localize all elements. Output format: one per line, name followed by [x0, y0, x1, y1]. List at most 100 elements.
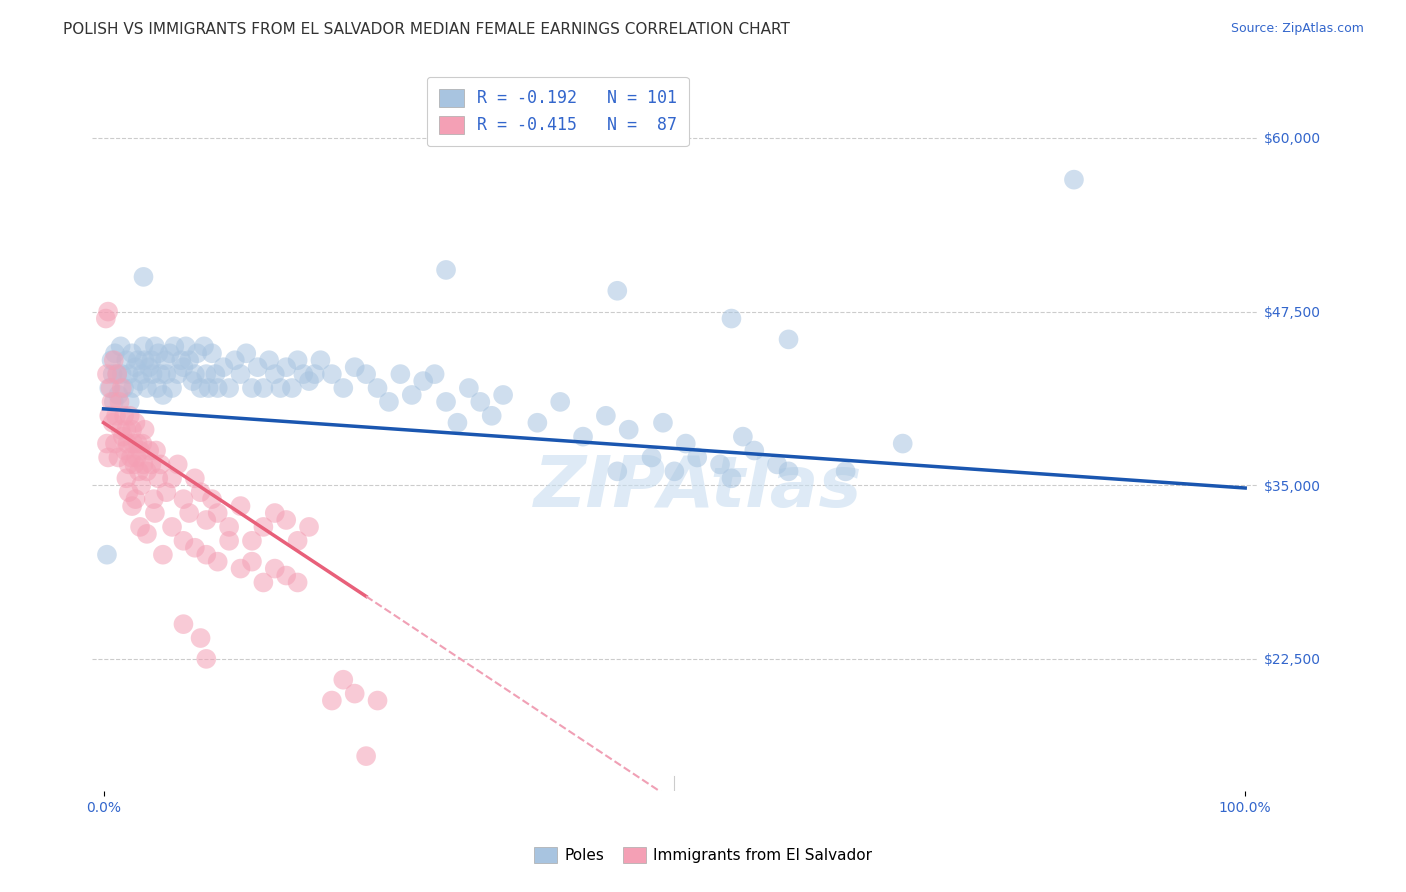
Point: [287, 353, 309, 368]
Point: [160, 471, 183, 485]
Point: [778, 332, 800, 346]
Point: [287, 575, 309, 590]
Point: [112, 409, 135, 423]
Point: [332, 673, 354, 687]
Point: [118, 458, 141, 472]
Point: [111, 429, 134, 443]
Point: [166, 367, 188, 381]
Point: [134, 353, 156, 368]
Point: [263, 506, 285, 520]
Point: [434, 263, 457, 277]
Point: [127, 353, 149, 368]
Point: [172, 533, 194, 548]
Point: [97, 450, 120, 465]
Point: [122, 381, 145, 395]
Point: [263, 561, 285, 575]
Point: [125, 450, 148, 465]
Point: [434, 395, 457, 409]
Point: [263, 367, 285, 381]
Point: [98, 381, 121, 395]
Point: [481, 409, 503, 423]
Point: [115, 471, 138, 485]
Point: [321, 693, 343, 707]
Point: [766, 458, 789, 472]
Point: [114, 443, 136, 458]
Point: [195, 548, 218, 562]
Point: [138, 443, 160, 458]
Point: [269, 381, 291, 395]
Point: [720, 311, 742, 326]
Point: [94, 311, 117, 326]
Point: [276, 568, 298, 582]
Point: [101, 416, 124, 430]
Point: [606, 284, 628, 298]
Point: [197, 381, 219, 395]
Point: [190, 485, 212, 500]
Point: [457, 381, 479, 395]
Point: [281, 381, 304, 395]
Point: [115, 353, 138, 368]
Point: [117, 436, 139, 450]
Point: [257, 353, 280, 368]
Point: [149, 458, 172, 472]
Point: [118, 409, 141, 423]
Point: [321, 367, 343, 381]
Point: [115, 423, 138, 437]
Point: [103, 395, 125, 409]
Text: ZIPAtlas: ZIPAtlas: [533, 453, 862, 522]
Point: [195, 513, 218, 527]
Point: [190, 381, 212, 395]
Point: [834, 464, 856, 478]
Point: [186, 346, 208, 360]
Point: [207, 555, 229, 569]
Point: [548, 395, 571, 409]
Point: [172, 360, 194, 375]
Point: [145, 443, 167, 458]
Point: [292, 367, 315, 381]
Point: [179, 353, 201, 368]
Point: [252, 520, 274, 534]
Point: [124, 416, 146, 430]
Point: [595, 409, 617, 423]
Point: [160, 381, 183, 395]
Point: [121, 423, 143, 437]
Point: [664, 464, 686, 478]
Point: [181, 374, 204, 388]
Point: [731, 429, 754, 443]
Point: [675, 436, 697, 450]
Point: [343, 687, 366, 701]
Point: [148, 471, 170, 485]
Point: [100, 381, 122, 395]
Point: [332, 381, 354, 395]
Point: [96, 436, 118, 450]
Point: [184, 367, 207, 381]
Point: [129, 443, 152, 458]
Point: [112, 381, 135, 395]
Point: [100, 353, 122, 368]
Point: [105, 367, 128, 381]
Point: [640, 450, 662, 465]
Text: POLISH VS IMMIGRANTS FROM EL SALVADOR MEDIAN FEMALE EARNINGS CORRELATION CHART: POLISH VS IMMIGRANTS FROM EL SALVADOR ME…: [63, 22, 790, 37]
Point: [686, 450, 709, 465]
Point: [184, 471, 207, 485]
Point: [105, 367, 128, 381]
Point: [152, 388, 174, 402]
Point: [190, 631, 212, 645]
Point: [143, 506, 166, 520]
Point: [141, 353, 163, 368]
Point: [276, 513, 298, 527]
Point: [224, 353, 246, 368]
Point: [298, 374, 321, 388]
Point: [131, 367, 153, 381]
Point: [252, 381, 274, 395]
Legend: Poles, Immigrants from El Salvador: Poles, Immigrants from El Salvador: [526, 839, 880, 871]
Point: [229, 561, 252, 575]
Point: [132, 339, 155, 353]
Point: [246, 360, 269, 375]
Point: [134, 423, 156, 437]
Point: [389, 367, 412, 381]
Point: [98, 409, 121, 423]
Point: [617, 423, 640, 437]
Text: Source: ZipAtlas.com: Source: ZipAtlas.com: [1230, 22, 1364, 36]
Point: [107, 450, 129, 465]
